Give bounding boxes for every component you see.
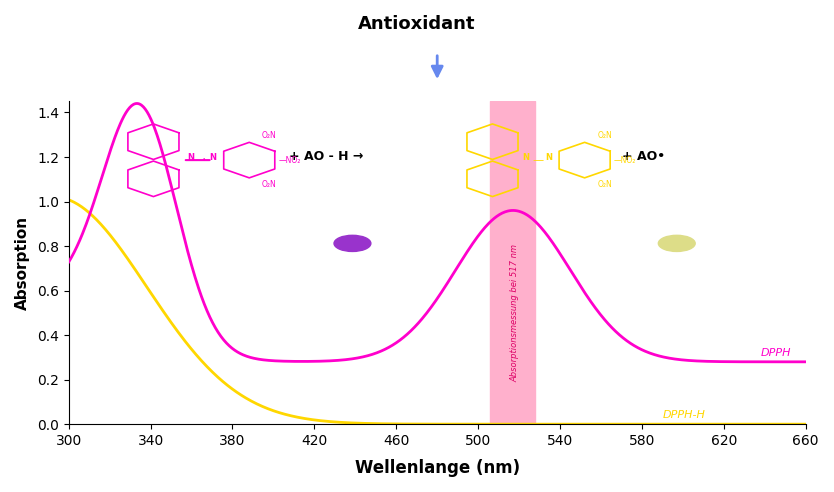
Text: O₂N: O₂N	[597, 131, 612, 140]
Text: —NO₂: —NO₂	[614, 155, 636, 165]
Circle shape	[658, 235, 696, 251]
Text: N: N	[545, 154, 553, 162]
Text: DPPH-H: DPPH-H	[662, 410, 706, 420]
Text: + AO•: + AO•	[622, 150, 666, 163]
Text: O₂N: O₂N	[262, 131, 277, 140]
Text: —NO₂: —NO₂	[279, 155, 301, 165]
Text: Absorptionsmessung bei 517 nm: Absorptionsmessung bei 517 nm	[510, 244, 520, 382]
Text: DPPH: DPPH	[761, 348, 791, 358]
X-axis label: Wellenlange (nm): Wellenlange (nm)	[354, 459, 520, 477]
Text: + AO - H →: + AO - H →	[289, 150, 364, 163]
Text: N: N	[522, 154, 529, 162]
Text: N: N	[209, 154, 217, 162]
Text: Antioxidant: Antioxidant	[359, 15, 475, 33]
Text: O₂N: O₂N	[262, 180, 277, 189]
Text: —: —	[533, 155, 544, 165]
Text: O₂N: O₂N	[597, 180, 612, 189]
Text: N: N	[188, 154, 194, 162]
Circle shape	[334, 235, 371, 251]
Y-axis label: Absorption: Absorption	[15, 215, 30, 310]
Text: ·: ·	[201, 153, 206, 167]
Bar	[490, 101, 535, 424]
